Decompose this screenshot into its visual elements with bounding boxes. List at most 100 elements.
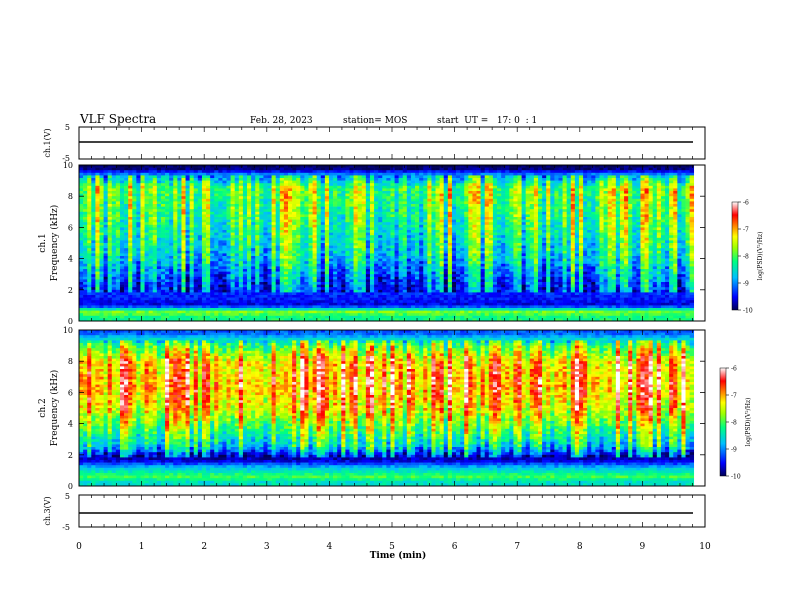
spectrogram-cell (345, 287, 350, 291)
spectrogram-cell (402, 310, 408, 314)
spectrogram-cell (365, 240, 371, 244)
spectrogram-cell (156, 266, 162, 270)
spectrogram-cell (251, 198, 256, 202)
spectrogram-cell (304, 232, 309, 236)
spectrogram-cell (222, 305, 227, 309)
spectrogram-cell (386, 266, 391, 270)
spectrogram-cell (115, 206, 121, 210)
spectrogram-cell (103, 271, 108, 275)
spectrogram-cell (87, 315, 92, 319)
spectrogram-cell (79, 256, 84, 259)
spectrogram-cell (111, 183, 117, 187)
spectrogram-cell (247, 305, 252, 309)
spectrogram-cell (206, 196, 211, 200)
spectrogram-cell (128, 295, 133, 298)
spectrogram-cell (152, 308, 158, 311)
spectrogram-cell (107, 185, 113, 189)
spectrogram-cell (255, 237, 260, 241)
spectrogram-cell (374, 258, 379, 262)
spectrogram-cell (320, 167, 326, 171)
spectrogram-cell (111, 188, 117, 192)
spectrogram-cell (193, 224, 199, 228)
spectrogram-cell (308, 253, 313, 257)
spectrogram-cell (263, 209, 268, 213)
spectrogram-cell (378, 183, 383, 187)
spectrogram-cell (144, 295, 149, 298)
spectrogram-cell (124, 258, 129, 262)
spectrogram-cell (304, 274, 309, 278)
spectrogram-cell (119, 248, 125, 252)
spectrogram-cell (328, 263, 334, 267)
spectrogram-cell (267, 180, 272, 184)
spectrogram-cell (263, 318, 268, 322)
spectrogram-cell (267, 198, 272, 202)
spectrogram-cell (369, 201, 375, 205)
spectrogram-cell (324, 183, 330, 187)
spectrogram-cell (263, 279, 268, 283)
spectrogram-cell (197, 188, 203, 192)
spectrogram-cell (398, 172, 404, 176)
spectrogram-cell (398, 276, 404, 280)
spectrogram-cell (312, 201, 317, 205)
spectrogram-cell (390, 183, 395, 187)
spectrogram-cell (140, 263, 145, 267)
spectrogram-cell (119, 206, 125, 210)
spectrogram-cell (111, 191, 117, 194)
spectrogram-cell (394, 274, 399, 278)
spectrogram-cell (210, 292, 215, 296)
spectrogram-cell (386, 243, 391, 246)
spectrogram-cell (119, 222, 125, 226)
spectrogram-cell (288, 276, 293, 280)
spectrogram-cell (238, 165, 244, 168)
spectrogram-cell (267, 206, 272, 210)
spectrogram-cell (369, 167, 375, 171)
spectrogram-cell (177, 172, 182, 176)
spectrogram-cell (128, 313, 133, 317)
spectrogram-cell (251, 217, 256, 220)
spectrogram-cell (206, 178, 211, 181)
spectrogram-cell (165, 295, 170, 298)
spectrogram-cell (349, 284, 354, 288)
spectrogram-cell (160, 266, 166, 270)
spectrogram-cell (136, 310, 141, 314)
spectrogram-cell (79, 305, 84, 309)
spectrogram-cell (160, 191, 166, 194)
spectrogram-cell (365, 315, 371, 319)
spectrogram-cell (271, 295, 277, 298)
spectrogram-cell (308, 256, 313, 259)
spectrogram-cell (242, 188, 248, 192)
spectrogram-cell (275, 297, 281, 301)
spectrogram-cell (140, 271, 145, 275)
spectrogram-cell (197, 224, 203, 228)
spectrogram-cell (201, 266, 207, 270)
spectrogram-cell (79, 292, 84, 296)
spectrogram-cell (132, 248, 137, 252)
spectrogram-cell (99, 232, 104, 236)
spectrogram-cell (283, 250, 289, 254)
spectrogram-cell (91, 269, 96, 272)
spectrogram-cell (398, 204, 404, 207)
spectrogram-cell (124, 185, 129, 189)
spectrogram-cell (406, 185, 412, 189)
spectrogram-cell (349, 279, 354, 283)
spectrogram-cell (320, 271, 326, 275)
spectrogram-cell (152, 217, 158, 220)
spectrogram-cell (234, 219, 240, 223)
spectrogram-cell (304, 185, 309, 189)
spectrogram-cell (386, 185, 391, 189)
spectrogram-cell (279, 302, 285, 306)
spectrogram-cell (292, 279, 297, 283)
spectrogram-cell (144, 258, 149, 262)
spectrogram-cell (251, 256, 256, 259)
spectrogram-cell (173, 193, 178, 197)
spectrogram-cell (304, 300, 309, 304)
spectrogram-cell (91, 261, 96, 265)
spectrogram-cell (119, 204, 125, 207)
spectrogram-cell (128, 185, 133, 189)
spectrogram-cell (99, 318, 104, 322)
spectrogram-cell (263, 204, 268, 207)
spectrogram-cell (210, 178, 215, 181)
spectrogram-cell (345, 250, 350, 254)
spectrogram-cell (341, 295, 346, 298)
spectrogram-cell (402, 263, 408, 267)
